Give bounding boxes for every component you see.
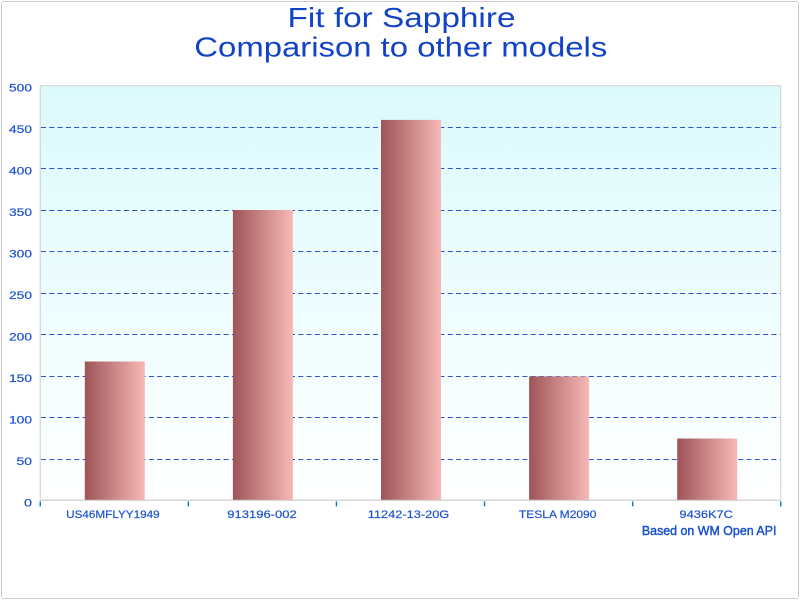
svg-text:400: 400 [9, 165, 32, 177]
svg-text:913196-002: 913196-002 [227, 509, 297, 521]
svg-text:9436K7C: 9436K7C [679, 509, 733, 521]
svg-text:350: 350 [9, 207, 32, 219]
svg-text:100: 100 [9, 414, 32, 426]
svg-text:250: 250 [9, 290, 32, 302]
svg-text:300: 300 [9, 248, 32, 260]
svg-text:50: 50 [17, 456, 33, 468]
svg-text:450: 450 [9, 124, 32, 136]
svg-text:Based on WM Open API: Based on WM Open API [642, 523, 777, 538]
svg-text:Comparison to other models: Comparison to other models [194, 31, 607, 62]
svg-text:150: 150 [9, 373, 32, 385]
svg-text:TESLA M2090: TESLA M2090 [519, 509, 597, 521]
svg-text:11242-13-20G: 11242-13-20G [368, 509, 450, 521]
svg-text:0: 0 [24, 497, 32, 509]
svg-text:200: 200 [9, 331, 32, 343]
svg-text:500: 500 [9, 82, 32, 94]
svg-text:Fit for Sapphire: Fit for Sapphire [288, 2, 516, 33]
svg-text:US46MFLYY1949: US46MFLYY1949 [66, 509, 160, 521]
